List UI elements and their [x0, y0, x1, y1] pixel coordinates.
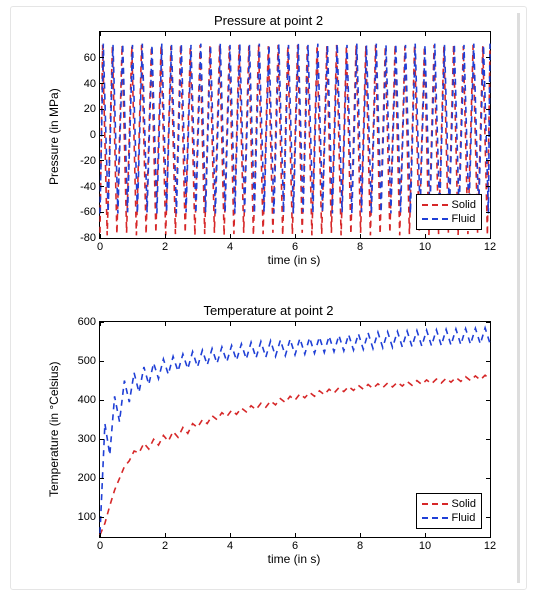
temperature-xlabel: time (in s) [99, 552, 489, 566]
legend-swatch-fluid [422, 218, 448, 220]
temperature-legend: Solid Fluid [416, 493, 482, 529]
legend-label-solid: Solid [452, 497, 476, 511]
legend-label-fluid: Fluid [452, 511, 476, 525]
legend-row-fluid: Fluid [422, 212, 476, 226]
pressure-plot-area: Solid Fluid -80-60-40-200204060024681012 [99, 31, 491, 239]
legend-row-solid: Solid [422, 198, 476, 212]
legend-label-solid: Solid [452, 198, 476, 212]
legend-swatch-solid [422, 503, 448, 505]
temperature-ylabel: Temperature (in °Celsius) [47, 361, 61, 497]
pressure-ylabel: Pressure (in MPa) [47, 88, 61, 185]
temperature-plot-area: Solid Fluid 100200300400500600024681012 [99, 321, 491, 538]
figure-card: { "global": { "solid_color": "#d62728", … [10, 6, 527, 590]
legend-swatch-fluid [422, 517, 448, 519]
scrollbar-track[interactable] [517, 13, 520, 583]
legend-row-fluid: Fluid [422, 511, 476, 525]
legend-label-fluid: Fluid [452, 212, 476, 226]
legend-row-solid: Solid [422, 497, 476, 511]
legend-swatch-solid [422, 204, 448, 206]
pressure-legend: Solid Fluid [416, 194, 482, 230]
pressure-xlabel: time (in s) [99, 253, 489, 267]
pressure-title: Pressure at point 2 [11, 13, 526, 28]
